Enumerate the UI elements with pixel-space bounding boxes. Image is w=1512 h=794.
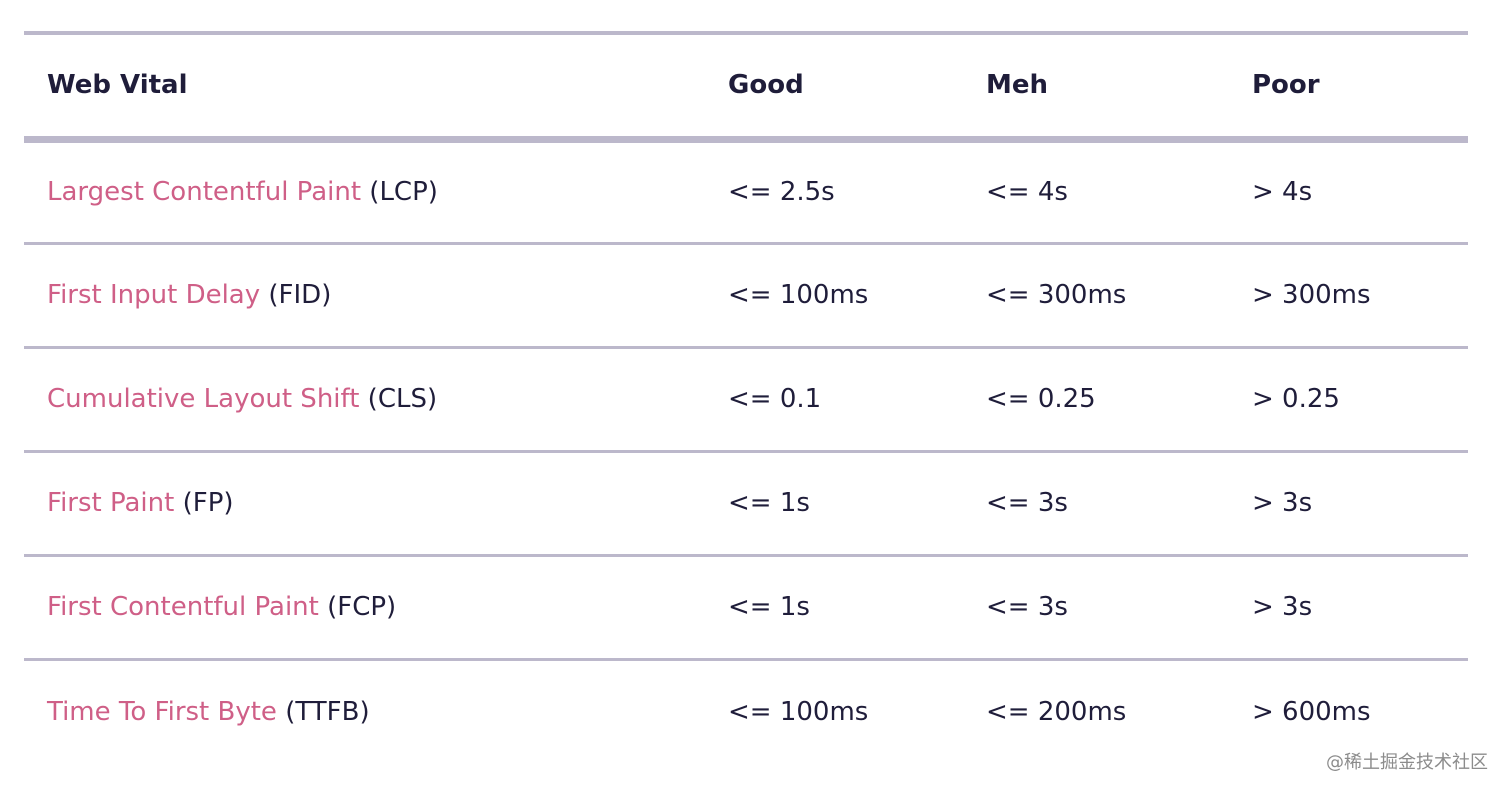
- header-row: Web Vital Good Meh Poor: [24, 33, 1468, 139]
- vital-name-link[interactable]: Time To First Byte: [47, 696, 277, 727]
- poor-threshold: > 4s: [1252, 177, 1313, 207]
- vital-name-link[interactable]: Largest Contentful Paint: [47, 177, 362, 207]
- meh-threshold: <= 4s: [986, 177, 1068, 207]
- vital-name-link[interactable]: First Input Delay: [47, 280, 261, 310]
- header-good: Good: [728, 70, 804, 101]
- good-threshold: <= 2.5s: [728, 177, 835, 207]
- vital-abbr: (FID): [268, 280, 332, 310]
- table-row: Largest Contentful Paint (LCP) <= 2.5s <…: [24, 139, 1468, 243]
- poor-threshold: > 600ms: [1252, 696, 1371, 727]
- poor-threshold: > 3s: [1252, 488, 1313, 518]
- table-row: First Contentful Paint (FCP) <= 1s <= 3s…: [24, 555, 1468, 659]
- vital-cell: First Contentful Paint (FCP): [24, 555, 704, 659]
- table-row: First Input Delay (FID) <= 100ms <= 300m…: [24, 243, 1468, 347]
- vital-name-link[interactable]: First Contentful Paint: [47, 592, 319, 622]
- good-threshold: <= 1s: [728, 592, 810, 622]
- table-header: Web Vital Good Meh Poor: [24, 33, 1468, 139]
- vital-cell: Time To First Byte (TTFB): [24, 659, 704, 763]
- vital-abbr: (FP): [182, 488, 234, 518]
- meh-threshold: <= 3s: [986, 488, 1068, 518]
- meh-threshold: <= 200ms: [986, 696, 1127, 727]
- header-web-vital: Web Vital: [47, 70, 188, 101]
- table-row: Time To First Byte (TTFB) <= 100ms <= 20…: [24, 659, 1468, 763]
- header-meh: Meh: [986, 70, 1049, 101]
- vital-abbr: (CLS): [367, 384, 438, 414]
- table-row: First Paint (FP) <= 1s <= 3s > 3s: [24, 451, 1468, 555]
- vital-abbr: (LCP): [369, 177, 438, 207]
- meh-threshold: <= 300ms: [986, 280, 1127, 310]
- web-vitals-table: Web Vital Good Meh Poor Largest Contentf…: [24, 31, 1468, 763]
- good-threshold: <= 0.1: [728, 384, 822, 414]
- meh-threshold: <= 0.25: [986, 384, 1096, 414]
- poor-threshold: > 3s: [1252, 592, 1313, 622]
- vital-abbr: (TTFB): [285, 696, 370, 727]
- good-threshold: <= 100ms: [728, 696, 869, 727]
- vital-name-link[interactable]: First Paint: [47, 488, 175, 518]
- web-vitals-table-container: Web Vital Good Meh Poor Largest Contentf…: [24, 31, 1468, 763]
- poor-threshold: > 300ms: [1252, 280, 1371, 310]
- vital-name-link[interactable]: Cumulative Layout Shift: [47, 384, 360, 414]
- vital-cell: First Paint (FP): [24, 451, 704, 555]
- table-body: Largest Contentful Paint (LCP) <= 2.5s <…: [24, 139, 1468, 763]
- table-row: Cumulative Layout Shift (CLS) <= 0.1 <= …: [24, 347, 1468, 451]
- good-threshold: <= 100ms: [728, 280, 869, 310]
- watermark: @稀土掘金技术社区: [1326, 752, 1488, 773]
- header-poor: Poor: [1252, 70, 1320, 101]
- vital-abbr: (FCP): [327, 592, 397, 622]
- vital-cell: First Input Delay (FID): [24, 243, 704, 347]
- good-threshold: <= 1s: [728, 488, 810, 518]
- poor-threshold: > 0.25: [1252, 384, 1340, 414]
- vital-cell: Cumulative Layout Shift (CLS): [24, 347, 704, 451]
- vital-cell: Largest Contentful Paint (LCP): [24, 139, 704, 243]
- meh-threshold: <= 3s: [986, 592, 1068, 622]
